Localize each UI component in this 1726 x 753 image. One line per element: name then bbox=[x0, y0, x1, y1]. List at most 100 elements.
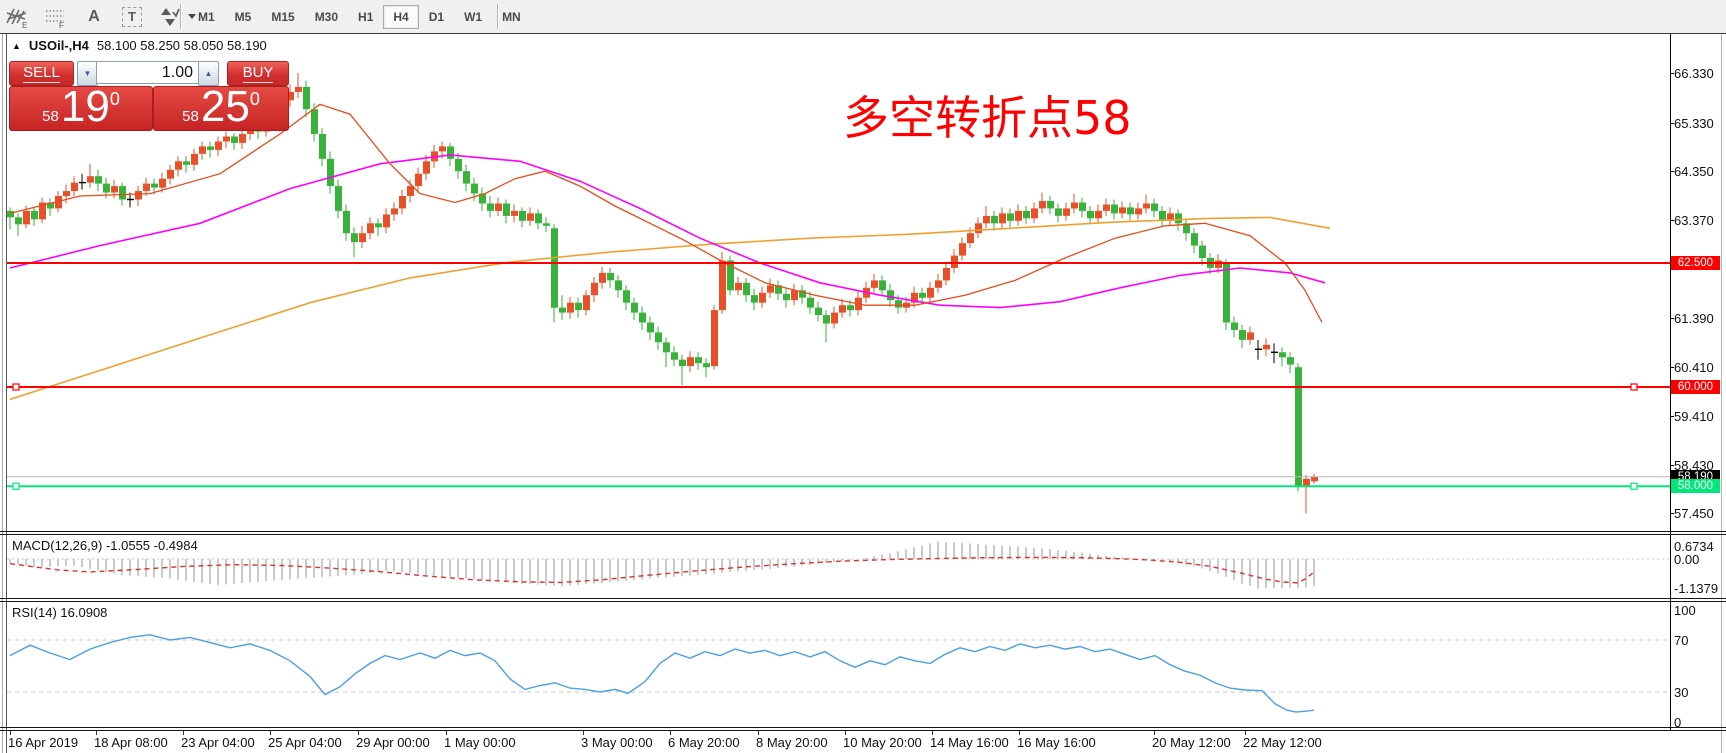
macd-axis-label: -1.1379 bbox=[1674, 581, 1719, 596]
price-axis-tick bbox=[1670, 366, 1674, 368]
cursor-arrows-icon[interactable] bbox=[156, 4, 200, 30]
buy-price-display[interactable]: 58 25 0 bbox=[153, 85, 289, 131]
tf-m1[interactable]: M1 bbox=[198, 9, 215, 24]
window-left-edge bbox=[2, 34, 3, 753]
rsi-axis-label: 0 bbox=[1674, 715, 1682, 730]
hline-objects bbox=[7, 262, 1670, 490]
tf-m15[interactable]: M15 bbox=[271, 9, 295, 24]
macd-axis-label: 0.00 bbox=[1674, 552, 1700, 567]
sell-button[interactable]: SELL bbox=[9, 61, 74, 86]
tf-d1[interactable]: D1 bbox=[428, 9, 445, 24]
time-axis-tick bbox=[583, 731, 584, 735]
tf-h4[interactable]: H4 bbox=[383, 4, 419, 29]
macd-label: MACD(12,26,9) -1.0555 -0.4984 bbox=[12, 538, 198, 553]
chart-window-border bbox=[0, 33, 1726, 34]
time-axis-label: 10 May 20:00 bbox=[843, 735, 922, 750]
buy-button[interactable]: BUY bbox=[227, 61, 289, 86]
collapse-triangle-icon[interactable]: ▲ bbox=[12, 40, 21, 51]
price-axis-label: 64.350 bbox=[1674, 164, 1714, 180]
support-price-badge: 60.000 bbox=[1671, 380, 1720, 394]
toolbar-separator bbox=[180, 4, 181, 29]
macd-axis-label: 0.6734 bbox=[1674, 539, 1714, 554]
time-axis-tick bbox=[1245, 731, 1246, 735]
price-axis-tick bbox=[1670, 464, 1674, 466]
resistance-price-badge: 62.500 bbox=[1671, 256, 1720, 270]
price-axis-label: 58.430 bbox=[1674, 457, 1714, 473]
time-axis-tick bbox=[446, 731, 447, 735]
candles bbox=[7, 73, 1318, 514]
pane-separator[interactable] bbox=[0, 727, 1726, 728]
pane-separator[interactable] bbox=[0, 598, 1726, 599]
time-axis-label: 29 Apr 00:00 bbox=[356, 735, 430, 750]
timeframe-bar: M1 M5 M15 M30 H1 H4 D1 W1 MN bbox=[188, 3, 531, 30]
time-axis-tick bbox=[183, 731, 184, 735]
price-axis-label: 65.330 bbox=[1674, 115, 1714, 131]
symbol-period: USOil-,H4 bbox=[28, 38, 89, 53]
ohlc-readout: 58.100 58.250 58.050 58.190 bbox=[96, 38, 267, 53]
time-axis-label: 18 Apr 08:00 bbox=[94, 735, 168, 750]
time-axis-label: 6 May 20:00 bbox=[668, 735, 740, 750]
tf-h1[interactable]: H1 bbox=[358, 9, 374, 24]
grid-icon[interactable]: F bbox=[42, 4, 70, 30]
volume-input[interactable] bbox=[96, 61, 200, 84]
price-axis-tick bbox=[1670, 416, 1674, 418]
pane-separator[interactable] bbox=[0, 531, 1726, 532]
price-axis-tick bbox=[1670, 318, 1674, 320]
rsi-label: RSI(14) 16.0908 bbox=[12, 605, 108, 620]
price-axis-label: 63.370 bbox=[1674, 212, 1714, 228]
price-axis-tick bbox=[1670, 219, 1674, 221]
time-axis-label: 23 Apr 04:00 bbox=[181, 735, 255, 750]
expert-advisors-icon[interactable]: E bbox=[4, 4, 32, 30]
chart-left-border bbox=[6, 34, 7, 753]
time-axis-tick bbox=[1154, 731, 1155, 735]
price-axis-label: 66.330 bbox=[1674, 66, 1714, 82]
price-axis-label: 61.390 bbox=[1674, 311, 1714, 327]
rsi-pane bbox=[7, 634, 1670, 713]
pane-separator[interactable] bbox=[0, 730, 1726, 731]
time-axis-tick bbox=[358, 731, 359, 735]
svg-text:F: F bbox=[59, 21, 64, 29]
chart-title: ▲ USOil-,H4 58.100 58.250 58.050 58.190 bbox=[12, 38, 267, 53]
window-right-edge bbox=[1721, 34, 1722, 753]
volume-up-button[interactable]: ▲ bbox=[198, 61, 219, 86]
time-axis-label: 1 May 00:00 bbox=[444, 735, 516, 750]
tf-m30[interactable]: M30 bbox=[314, 9, 339, 24]
text-icon[interactable]: A bbox=[88, 7, 100, 25]
time-axis-label: 14 May 16:00 bbox=[930, 735, 1009, 750]
time-axis-label: 22 May 12:00 bbox=[1243, 735, 1322, 750]
time-axis-tick bbox=[10, 731, 11, 735]
plot-right-border bbox=[1670, 34, 1671, 731]
time-axis-tick bbox=[270, 731, 271, 735]
time-axis-label: 3 May 00:00 bbox=[581, 735, 653, 750]
rsi-axis-label: 70 bbox=[1674, 633, 1689, 648]
time-axis-label: 20 May 12:00 bbox=[1152, 735, 1231, 750]
sell-price-display[interactable]: 58 19 0 bbox=[9, 85, 153, 131]
svg-text:E: E bbox=[22, 21, 27, 29]
time-axis-tick bbox=[932, 731, 933, 735]
pane-separator[interactable] bbox=[0, 534, 1726, 535]
macd-pane bbox=[7, 541, 1670, 589]
chart-text-annotation[interactable]: 多空转折点58 bbox=[843, 91, 1132, 145]
price-axis-label: 57.450 bbox=[1674, 506, 1714, 522]
time-axis-label: 16 May 16:00 bbox=[1017, 735, 1096, 750]
time-axis-label: 25 Apr 04:00 bbox=[268, 735, 342, 750]
text-label-icon[interactable]: T bbox=[118, 4, 146, 30]
time-axis-tick bbox=[96, 731, 97, 735]
time-axis-tick bbox=[758, 731, 759, 735]
rsi-axis-label: 100 bbox=[1674, 603, 1696, 618]
price-axis-tick bbox=[1670, 73, 1674, 75]
price-axis-tick bbox=[1670, 122, 1674, 124]
level-price-badge: 58.000 bbox=[1671, 479, 1720, 494]
time-axis-tick bbox=[845, 731, 846, 735]
tf-w1[interactable]: W1 bbox=[464, 9, 483, 24]
tf-mn[interactable]: MN bbox=[502, 9, 521, 24]
price-axis-label: 59.410 bbox=[1674, 409, 1714, 425]
tf-m5[interactable]: M5 bbox=[234, 9, 252, 24]
price-axis-tick bbox=[1670, 513, 1674, 515]
pane-separator[interactable] bbox=[0, 601, 1726, 602]
time-axis-label: 8 May 20:00 bbox=[756, 735, 828, 750]
time-axis-tick bbox=[1019, 731, 1020, 735]
rsi-axis-label: 30 bbox=[1674, 685, 1689, 700]
price-axis-tick bbox=[1670, 171, 1674, 173]
